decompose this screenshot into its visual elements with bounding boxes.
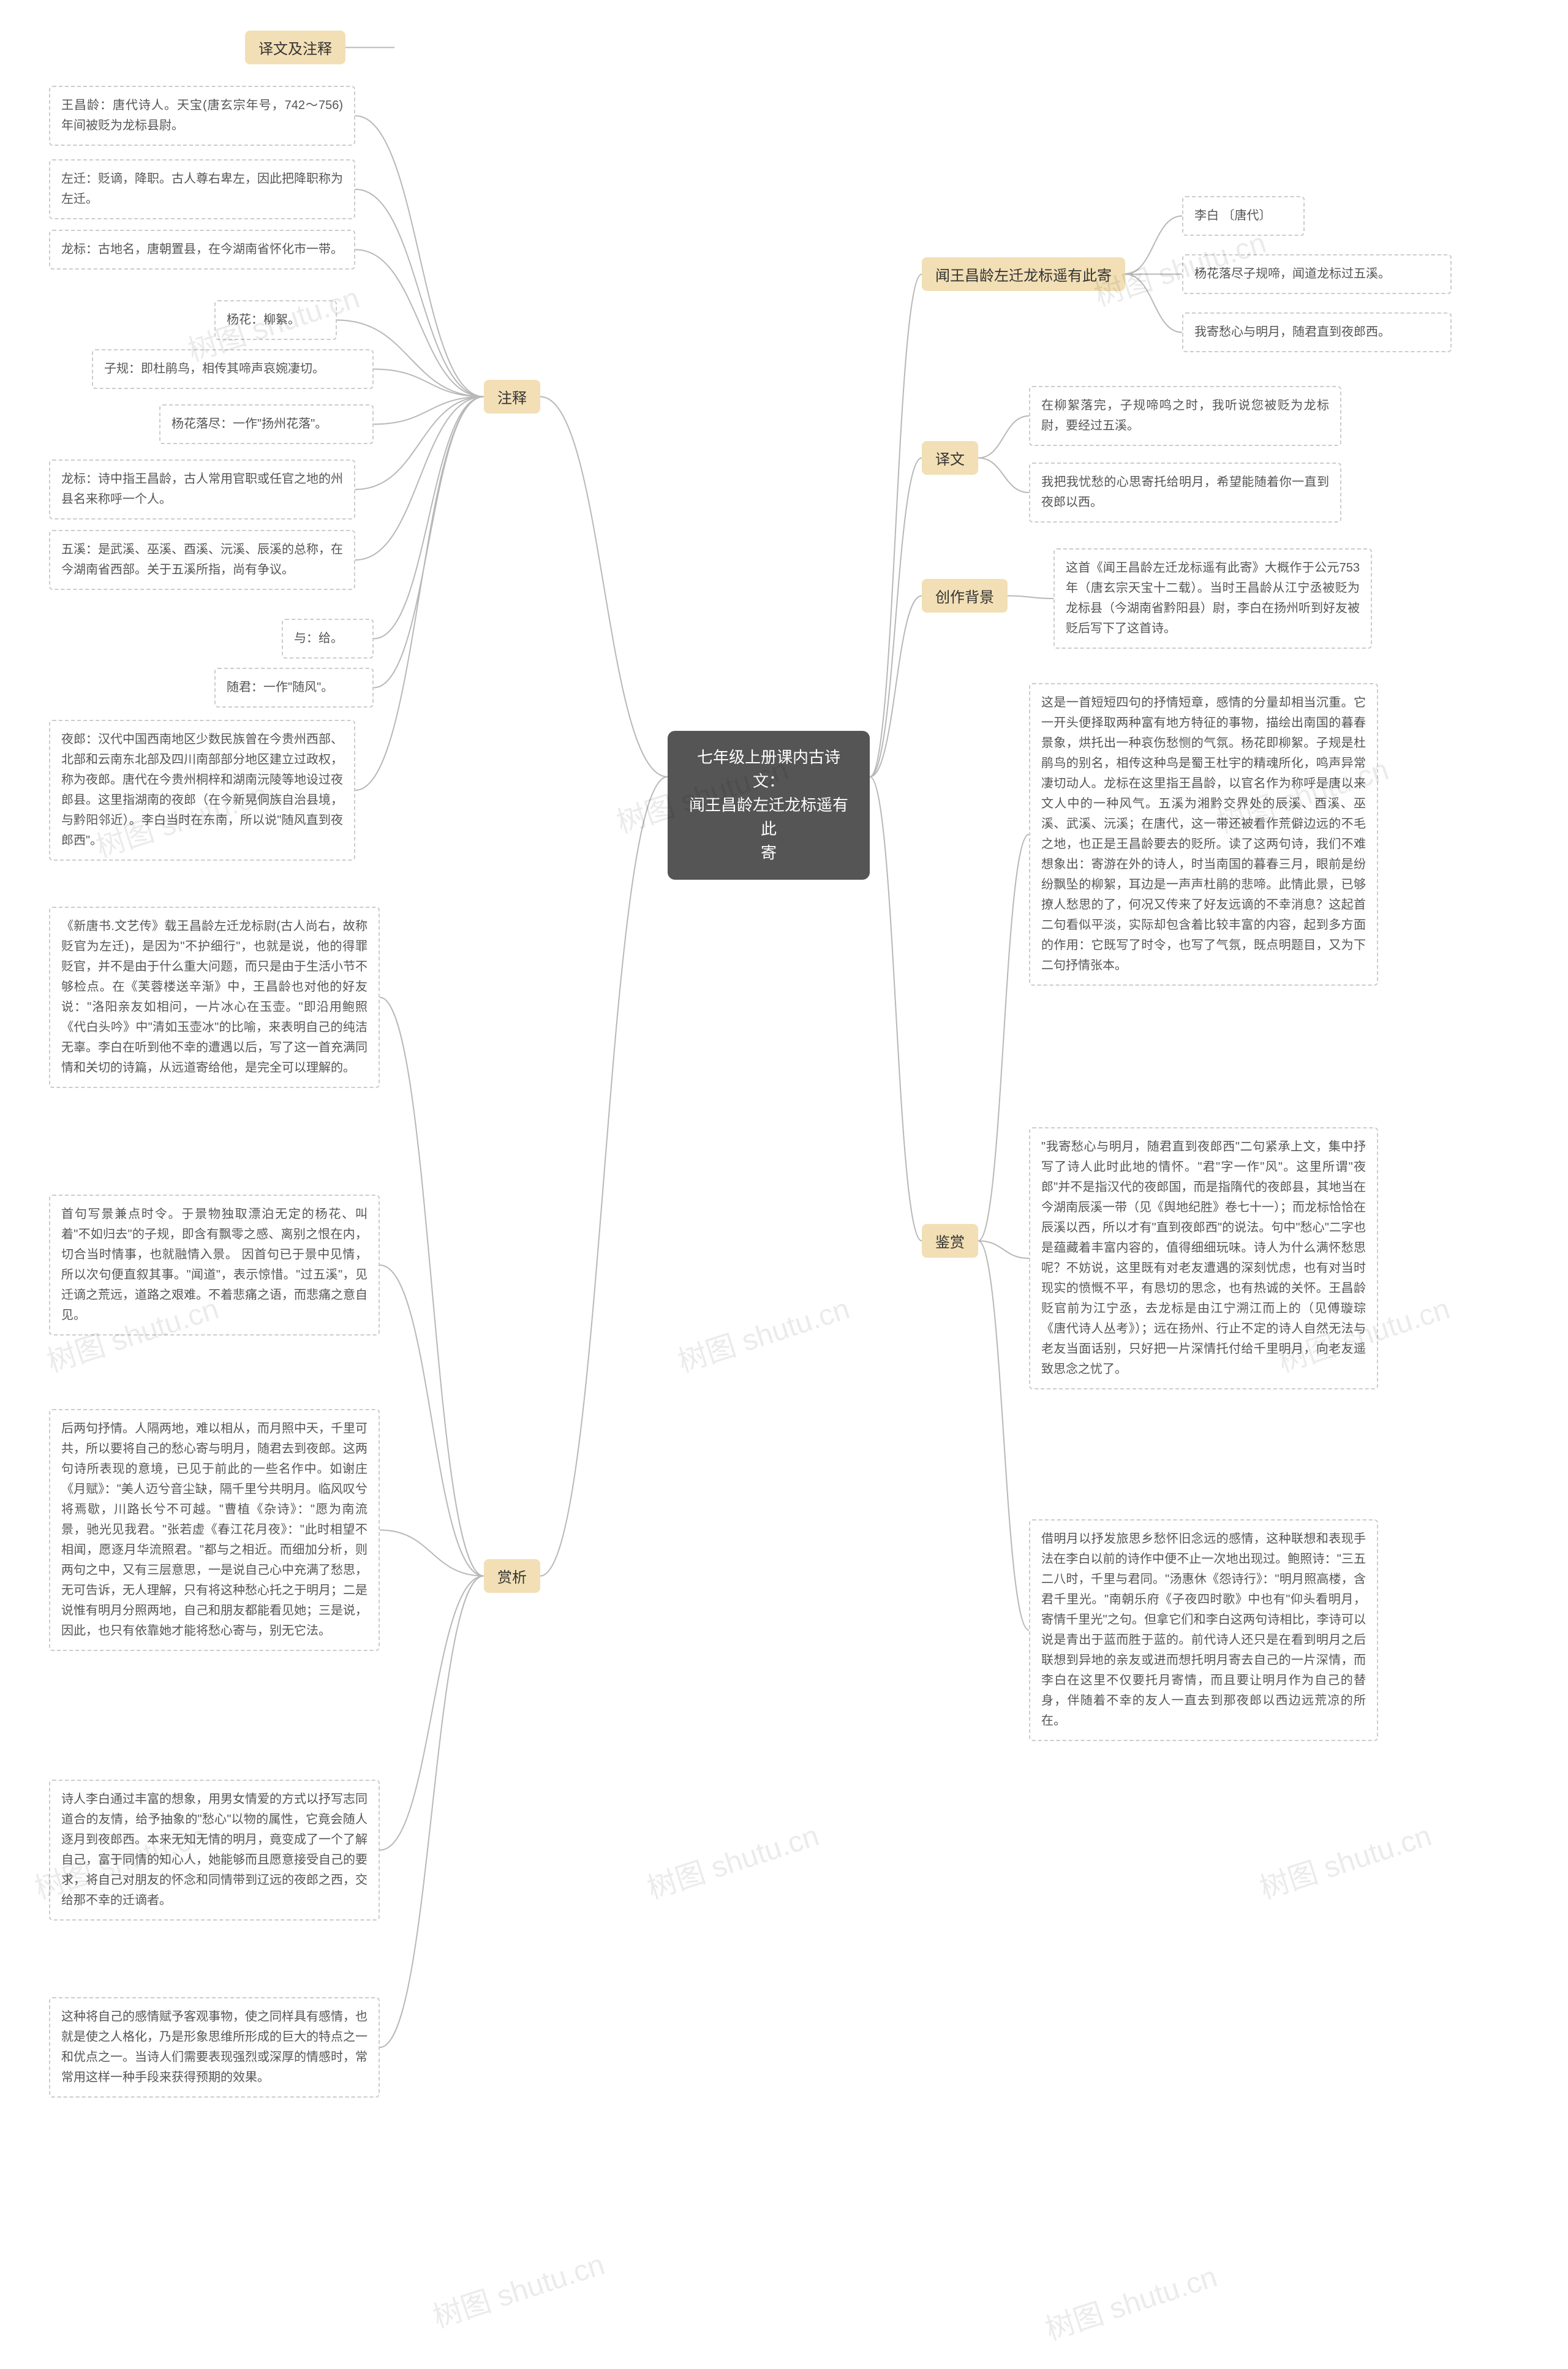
section-bg: 创作背景 — [922, 579, 1008, 613]
leaf-jianshang-24: 借明月以抒发旅思乡愁怀旧念远的感情，这种联想和表现手法在李白以前的诗作中便不止一… — [1029, 1519, 1378, 1741]
section-jianshang: 鉴赏 — [922, 1224, 978, 1258]
leaf-jianshang-22: 这是一首短短四句的抒情短章，感情的分量却相当沉重。它一开头便择取两种富有地方特征… — [1029, 683, 1378, 986]
leaf-anno-8: 与：给。 — [282, 619, 374, 659]
leaf-anno-5: 杨花落尽：一作"扬州花落"。 — [159, 404, 374, 444]
leaf-anno-9: 随君：一作"随风"。 — [214, 668, 374, 708]
leaf-anno-2: 龙标：古地名，唐朝置县，在今湖南省怀化市一带。 — [49, 230, 355, 270]
watermark: 树图 shutu.cn — [1039, 2253, 1221, 2348]
watermark: 树图 shutu.cn — [1253, 1812, 1436, 1907]
leaf-poem-17: 杨花落尽子规啼，闻道龙标过五溪。 — [1182, 254, 1452, 294]
leaf-trans-19: 在柳絮落完，子规啼鸣之时，我听说您被贬为龙标尉，要经过五溪。 — [1029, 386, 1341, 446]
leaf-bg-21: 这首《闻王昌龄左迁龙标遥有此寄》大概作于公元753年（唐玄宗天宝十二载）。当时王… — [1054, 548, 1372, 649]
leaf-apprec-12: 首句写景兼点时令。于景物独取漂泊无定的杨花、叫着"不如归去"的子规，即含有飘零之… — [49, 1195, 380, 1336]
leaf-anno-3: 杨花：柳絮。 — [214, 300, 337, 340]
leaf-apprec-14: 诗人李白通过丰富的想象，用男女情爱的方式以抒写志同道合的友情，给予抽象的"愁心"… — [49, 1780, 380, 1921]
section-trans: 译文 — [922, 441, 978, 475]
leaf-anno-10: 夜郎：汉代中国西南地区少数民族曾在今贵州西部、北部和云南东北部及四川南部部分地区… — [49, 720, 355, 861]
section-anno: 注释 — [484, 380, 540, 414]
leaf-poem-16: 李白 〔唐代〕 — [1182, 196, 1305, 236]
center-text: 七年级上册课内古诗文：闻王昌龄左迁龙标遥有此寄 — [689, 748, 848, 862]
section-trans_anno: 译文及注释 — [245, 31, 345, 64]
leaf-anno-0: 王昌龄：唐代诗人。天宝(唐玄宗年号，742～756)年间被贬为龙标县尉。 — [49, 86, 355, 146]
leaf-anno-6: 龙标：诗中指王昌龄，古人常用官职或任官之地的州县名来称呼一个人。 — [49, 459, 355, 520]
watermark: 树图 shutu.cn — [671, 1285, 854, 1380]
section-poem: 闻王昌龄左迁龙标遥有此寄 — [922, 257, 1125, 291]
leaf-anno-7: 五溪：是武溪、巫溪、酉溪、沅溪、辰溪的总称，在今湖南省西部。关于五溪所指，尚有争… — [49, 530, 355, 590]
leaf-apprec-13: 后两句抒情。人隔两地，难以相从，而月照中天，千里可共，所以要将自己的愁心寄与明月… — [49, 1409, 380, 1651]
leaf-apprec-15: 这种将自己的感情赋予客观事物，使之同样具有感情，也就是使之人格化，乃是形象思维所… — [49, 1997, 380, 2098]
leaf-apprec-11: 《新唐书.文艺传》载王昌龄左迁龙标尉(古人尚右，故称贬官为左迁)，是因为"不护细… — [49, 907, 380, 1088]
section-apprec: 赏析 — [484, 1559, 540, 1593]
leaf-anno-1: 左迁：贬谪，降职。古人尊右卑左，因此把降职称为左迁。 — [49, 159, 355, 219]
center-node: 七年级上册课内古诗文：闻王昌龄左迁龙标遥有此寄 — [668, 731, 870, 880]
leaf-anno-4: 子规：即杜鹃鸟，相传其啼声哀婉凄切。 — [92, 349, 374, 389]
watermark: 树图 shutu.cn — [426, 2240, 609, 2336]
leaf-trans-20: 我把我忧愁的心思寄托给明月，希望能随着你一直到夜郎以西。 — [1029, 463, 1341, 523]
watermark: 树图 shutu.cn — [641, 1812, 823, 1907]
leaf-jianshang-23: "我寄愁心与明月，随君直到夜郎西"二句紧承上文，集中抒写了诗人此时此地的情怀。"… — [1029, 1127, 1378, 1389]
leaf-poem-18: 我寄愁心与明月，随君直到夜郎西。 — [1182, 312, 1452, 352]
